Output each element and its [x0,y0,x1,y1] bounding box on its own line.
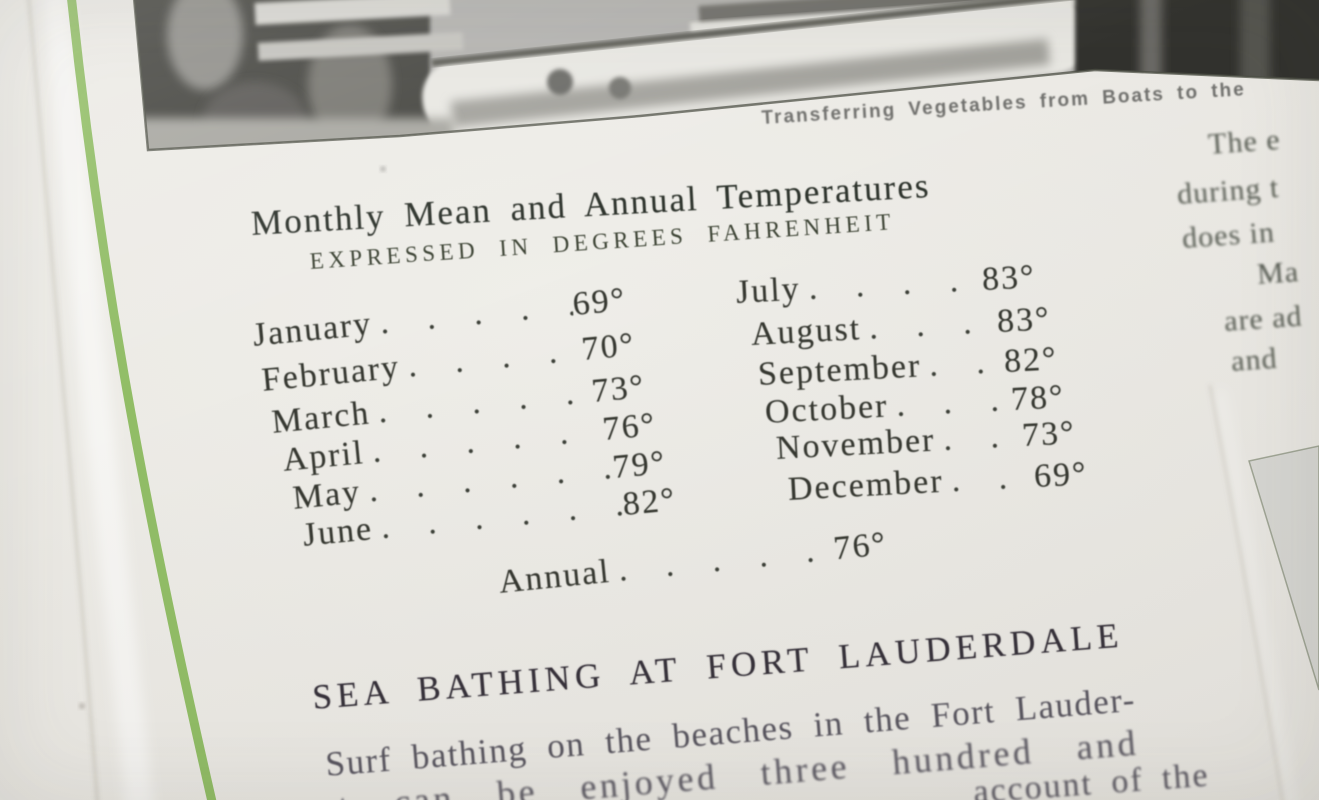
dot-leader [942,457,1035,501]
temp-row-annual: Annual 76° [497,524,889,602]
temp-value: 73° [1021,414,1077,455]
month-label: January [251,305,374,354]
annual-label: Annual [497,552,613,601]
dot-leader [609,530,836,591]
dot-leader [934,416,1023,460]
temp-value: 82° [1003,340,1059,381]
paper-speck [79,703,85,709]
temp-value: 83° [996,300,1052,341]
temp-value: 69° [571,281,628,324]
right-crease-shadow [1208,384,1284,800]
dot-leader [800,260,984,309]
temp-value: 82° [621,481,678,524]
right-crease-highlight [1215,389,1295,800]
boats-photo [132,0,1319,152]
right-column-fragment: are ad [1223,299,1304,338]
right-column-fragment: and [1230,341,1279,378]
month-label: December [787,462,945,508]
temp-value: 73° [590,368,647,411]
temp-value: 83° [981,258,1037,299]
dot-leader [920,342,1005,385]
month-label: August [750,310,863,353]
right-column-fragment: Ma [1256,255,1301,291]
right-column-fragment: does in [1181,215,1276,255]
right-column-fragment: during t [1176,170,1281,211]
temp-value: 70° [580,326,637,369]
temp-value: 69° [1033,455,1089,496]
dot-leader [860,302,998,348]
month-label: June [301,510,375,554]
adjacent-image-sliver [1248,445,1319,691]
temp-value: 76° [601,406,658,449]
month-label: November [775,421,937,467]
photo-content [134,0,1319,150]
temp-value: 78° [1010,378,1066,419]
month-label: July [735,270,802,311]
temp-value: 76° [831,525,889,568]
right-column-fragment: The e [1207,122,1282,161]
